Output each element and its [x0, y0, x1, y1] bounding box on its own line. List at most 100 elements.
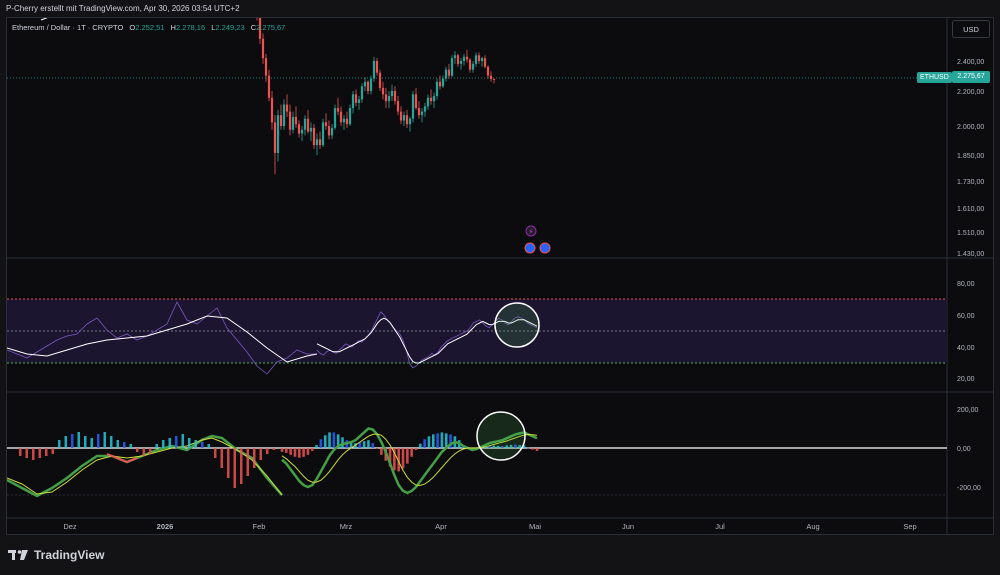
candle-body — [444, 69, 448, 79]
histogram-bar — [509, 444, 513, 448]
histogram-bar — [116, 440, 119, 448]
candle-body — [459, 61, 463, 64]
candle-body — [483, 58, 487, 67]
histogram-bar — [323, 435, 327, 448]
candle-body — [327, 126, 331, 136]
histogram-bar — [175, 436, 178, 448]
histogram-bar — [201, 442, 204, 448]
candle-body — [402, 115, 406, 121]
candle-body — [417, 108, 421, 116]
histogram-bar — [496, 445, 500, 448]
histogram-bar — [371, 443, 375, 448]
price-tick-label: 1.510,00 — [957, 230, 984, 237]
histogram-bar — [155, 444, 158, 448]
histogram-bar — [123, 442, 126, 448]
lightning-glyph: ⚡ — [529, 228, 534, 236]
histogram-bar — [406, 448, 409, 464]
chart-frame[interactable]: 2.400,00 2.200,00 2.000,00 1.850,00 1.730,00… — [6, 17, 994, 535]
candle-body — [369, 78, 373, 91]
macd-tick-label: -200,00 — [957, 485, 981, 492]
candle-body — [408, 118, 412, 125]
rsi-tick-label: 40,00 — [957, 345, 975, 352]
rsi-highlight-circle — [494, 302, 540, 348]
histogram-bar — [168, 438, 171, 448]
histogram-bar — [71, 434, 74, 448]
histogram-bar — [233, 448, 236, 488]
histogram-bar — [518, 445, 522, 448]
candle-body — [393, 91, 397, 102]
histogram-bar — [423, 439, 426, 448]
currency-button[interactable]: USD — [952, 20, 990, 38]
histogram-bar — [358, 442, 362, 448]
histogram-bar — [227, 448, 230, 478]
rsi-tick-label: 20,00 — [957, 376, 975, 383]
tradingview-logo-icon — [8, 550, 28, 560]
candle-body — [291, 116, 295, 130]
histogram-bar — [505, 445, 509, 448]
candle-body — [294, 116, 298, 125]
high-value: 2.278,16 — [175, 23, 206, 32]
candle-body — [318, 139, 322, 146]
histogram-bar — [285, 448, 288, 453]
histogram-bar — [97, 434, 100, 448]
high-label: H — [170, 23, 176, 32]
histogram-bar — [522, 445, 526, 448]
candle-body — [477, 55, 481, 61]
histogram-bar — [194, 440, 197, 448]
candle-body — [288, 111, 292, 130]
histogram-bar — [380, 448, 383, 455]
macd-layer — [280, 427, 539, 495]
us-flag-event-icon-2 — [539, 242, 551, 254]
candle-body — [411, 94, 415, 119]
symbol-tag: ETHUSD — [917, 72, 952, 83]
candle-body — [285, 104, 289, 112]
candle-body — [303, 118, 307, 130]
histogram-bar — [207, 444, 210, 448]
histogram-bar — [527, 447, 530, 449]
candle-body — [420, 111, 424, 116]
price-tick-label: 1.610,00 — [957, 206, 984, 213]
candle-body — [441, 78, 445, 87]
rsi-layer — [316, 311, 538, 369]
candle-body — [372, 61, 376, 79]
time-tick-label: Apr — [435, 522, 447, 531]
histogram-bar — [181, 434, 184, 448]
histogram-bar — [401, 448, 405, 469]
candle-body — [468, 59, 472, 70]
candle-body — [309, 127, 313, 132]
histogram-bar — [280, 448, 284, 452]
candle-body — [321, 122, 325, 146]
histogram-bar — [289, 448, 292, 455]
candle-body — [330, 127, 334, 136]
candle-body — [315, 139, 319, 146]
histogram-bar — [259, 448, 262, 460]
candle-body — [453, 55, 457, 59]
time-tick-label: Dez — [63, 522, 77, 531]
candle-body — [339, 111, 343, 123]
histogram-bar — [32, 448, 35, 460]
candle-body — [492, 78, 496, 80]
lightning-event-icon — [525, 225, 537, 237]
candle-body — [306, 118, 310, 132]
candle-body — [465, 56, 469, 60]
price-tick-label: 2.200,00 — [957, 89, 984, 96]
macd-tick-label: 200,00 — [957, 407, 979, 414]
chart-canvas[interactable]: 2.400,00 2.200,00 2.000,00 1.850,00 1.730,00… — [7, 18, 993, 534]
histogram-bar — [440, 432, 444, 448]
histogram-bar — [393, 448, 396, 471]
histogram-bar — [240, 448, 243, 484]
histogram-bar — [414, 448, 418, 450]
symbol-title: Ethereum / Dollar · 1T · CRYPTO — [12, 23, 124, 32]
candle-body — [486, 66, 490, 76]
open-value: 2.252,51 — [135, 23, 165, 32]
rsi-line — [316, 311, 538, 369]
candle-body — [399, 111, 403, 121]
histogram-bar — [310, 448, 314, 451]
histogram-bar — [449, 434, 452, 448]
tradingview-footer[interactable]: TradingView — [8, 546, 104, 564]
price-tick-label: 1.850,00 — [957, 153, 984, 160]
histogram-bar — [253, 448, 256, 468]
time-tick-label: Aug — [806, 522, 819, 531]
histogram-bar — [293, 448, 297, 457]
time-tick-label: Mrz — [340, 522, 353, 531]
